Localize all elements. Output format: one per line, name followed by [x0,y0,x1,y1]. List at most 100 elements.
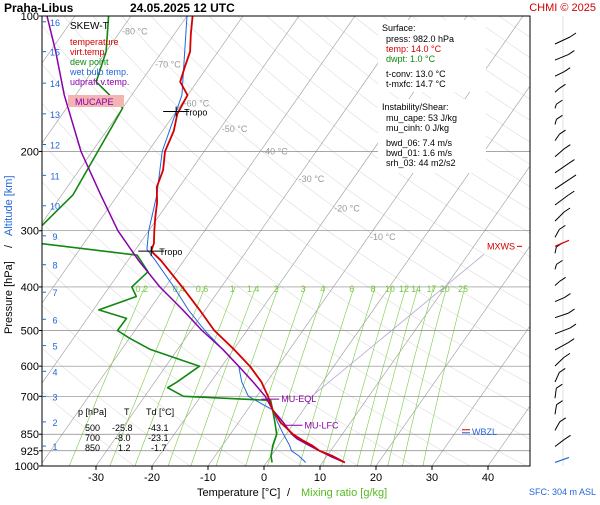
wind-barb [568,50,575,55]
legend-item-updraft: udpraft v.temp. [70,77,129,87]
isotherm-line [375,245,530,466]
isotherm-line [42,16,300,384]
isotherm-label: -70 °C [155,59,181,69]
wind-barb [563,352,571,358]
pressure-tick-label: 100 [21,11,39,23]
x-tick-label: -10 [200,472,216,484]
instability-srh-03: srh_03: 44 m2/s2 [386,158,456,168]
wind-barb [556,383,563,389]
x-axis-label: Temperature [°C] [197,487,280,499]
legend-item-wet-bulb: wet bulb temp. [69,67,129,77]
dewpoint-line [42,16,278,463]
table-cell: -25.8 [112,423,133,433]
wind-barb [554,229,560,238]
altitude-tick-label: 1 [52,442,57,452]
background-grid [42,16,530,466]
wind-barb [559,276,566,282]
mixing-ratio-label: 1 [230,284,235,294]
x-axis-separator: / [287,487,291,499]
wind-barb [554,194,569,206]
wind-barb [567,190,575,196]
table-cell: 850 [85,443,100,453]
table-cell: 500 [85,423,100,433]
diagram-annotations: Tropo Tropo MXWS MU-EQL MU-LFC WBZL [138,106,522,437]
dry-adiabat [179,16,530,282]
instability-title: Instability/Shear: [382,102,449,112]
wind-barb [569,323,577,329]
wind-barb [554,404,558,415]
dry-adiabat [237,16,530,234]
pressure-tick-label: 850 [21,429,39,441]
wind-barb [554,438,565,447]
table-header-t: T [124,407,130,417]
wind-barb [554,372,560,383]
surface-tconv: t-conv: 13.0 °C [386,69,446,79]
wind-barb [554,119,557,125]
wind-barb [554,133,560,141]
wind-barb [554,342,569,351]
legend-item-temperature: temperature [70,37,119,47]
altitude-tick-label: 8 [52,261,57,271]
wind-barb [563,207,571,213]
surface-tmxfc: t-mxfc: 14.7 °C [386,79,446,89]
isotherm-label: -40 °C [262,146,288,156]
surface-title: Surface: [382,23,416,33]
wind-barb [554,71,565,77]
pressure-tick-label: 200 [21,146,39,158]
altitude-tick-label: 13 [50,110,60,120]
isotherm-line [95,16,412,466]
datetime-title: 24.05.2025 12 UTC [130,1,235,15]
pressure-tick-label: 1000 [15,461,39,473]
instability-bwd-06: bwd_06: 7.4 m/s [386,138,453,148]
wind-barb [554,36,571,45]
tropopause-label: Tropo [184,107,207,117]
mu-lfc-label: MU-LFC [304,420,338,430]
wind-barb [554,312,569,319]
altitude-tick-label: 11 [50,171,59,181]
station-title: Praha-Libus [4,1,74,15]
mixing-ratio-label: 0.2 [135,284,148,294]
sfc-altitude-label: SFC: 304 m ASL [529,487,596,497]
wind-barb-surface [554,456,570,464]
plot-frame [41,15,531,467]
altitude-tick-label: 9 [52,232,57,242]
pressure-tick-label: 500 [21,326,39,338]
instability-mu-cinh: mu_cinh: 0 J/kg [386,123,449,133]
table-header-td: Td [°C] [146,407,174,417]
wind-barb [554,297,565,303]
dry-adiabat [150,16,530,307]
isotherm-line [42,16,244,304]
wind-barb [554,178,571,190]
altitude-tick-label: 16 [50,18,60,28]
mixing-ratio-label: 8 [370,284,375,294]
pressure-tick-label: 300 [21,226,39,238]
wind-barb [554,103,557,109]
wind-barb [556,114,563,120]
mucape-swatch [68,95,124,107]
wind-barb [559,129,566,135]
instability-mu-cape: mu_cape: 53 J/kg [386,113,457,123]
isotherm-label: -60 °C [184,99,210,109]
mxws-guide [309,254,485,398]
wind-barb [556,400,563,406]
updraft-line [46,16,346,464]
isotherm-label: -20 °C [334,204,360,214]
temperature-line [150,16,346,464]
table-cell: 1.2 [118,443,131,453]
x-tick-label: -30 [88,472,104,484]
mixing-ratio-label: 10 [385,284,395,294]
y-axis-label-altitude: Altitude [km] [3,175,15,236]
x-tick-label: 40 [482,472,494,484]
x-axis-title: Temperature [°C] / Mixing ratio [g/kg] [197,487,387,499]
mixing-ratio-label: 17 [426,284,436,294]
mu-eql-label: MU-EQL [281,394,316,404]
wind-barb [568,159,575,164]
instability-info: Instability/Shear: mu_cape: 53 J/kg mu_c… [378,99,486,173]
wind-barb [558,368,566,373]
altitude-tick-label: 2 [52,418,57,428]
table-header-p: p [hPa] [78,407,107,417]
legend-item-virt-temp: virt.temp. [70,47,107,57]
axes: -30 -20 -10 0 10 20 30 401002003004005006007008… [15,11,531,484]
